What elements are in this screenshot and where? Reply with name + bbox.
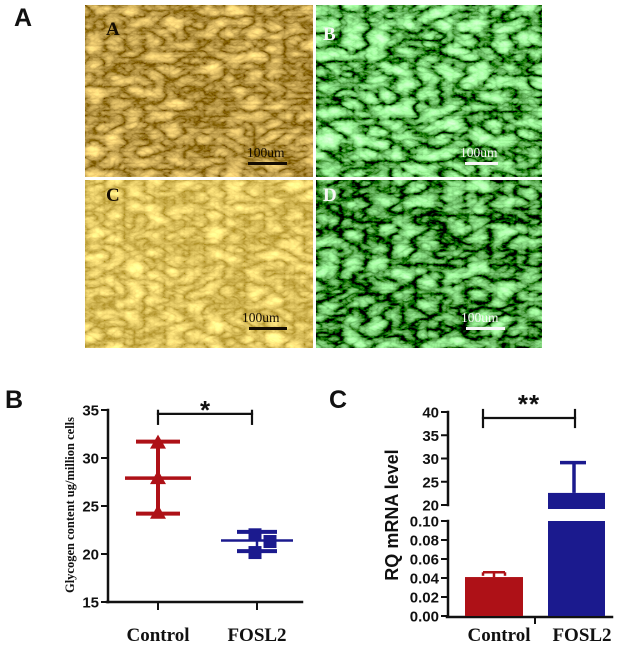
y-tick-label: 30 xyxy=(422,451,439,468)
rq-mrna-bar-chart: 20 25 30 35 40 0.00 0.02 0.04 0.06 0.08 0.10 RQ mRN… xyxy=(382,389,614,646)
micrograph-c-scale-label: 100um xyxy=(242,310,280,325)
y-axis-title: Glycogen content ug/million cells xyxy=(63,417,77,593)
y-tick-label: 40 xyxy=(422,405,439,422)
micrograph-c-scale-bar xyxy=(249,327,287,330)
panel-c-label: C xyxy=(329,386,348,414)
micrograph-d-letter: D xyxy=(323,185,337,206)
y-tick-label: 20 xyxy=(82,547,99,564)
micrograph-b-scale-bar xyxy=(465,162,498,165)
micrograph-d: D 100um xyxy=(316,180,542,348)
data-point-square xyxy=(248,546,262,560)
micrograph-b: B 100um xyxy=(316,5,542,177)
micrograph-a-scale-bar xyxy=(248,162,287,165)
micrograph-c-texture xyxy=(85,180,313,348)
panel-b-label: B xyxy=(5,386,24,414)
panel-a-label: A xyxy=(14,4,33,32)
data-point-square xyxy=(248,528,262,542)
significance-star: * xyxy=(200,395,211,425)
micrograph-d-texture xyxy=(316,180,542,348)
x-category-label: FOSL2 xyxy=(227,625,286,646)
bar-fosl2-upper xyxy=(548,492,605,509)
y-tick-label: 30 xyxy=(82,451,99,468)
y-tick-label: 0.08 xyxy=(410,533,439,550)
data-point-triangle xyxy=(150,434,166,449)
bar-control xyxy=(465,577,523,616)
micrograph-a-scale-label: 100um xyxy=(247,145,285,160)
y-tick-label: 0.00 xyxy=(410,609,439,626)
micrograph-a-texture xyxy=(85,5,313,177)
bar-fosl2-lower xyxy=(548,521,605,616)
micrograph-a-letter: A xyxy=(106,19,120,40)
micrograph-c-letter: C xyxy=(106,185,120,206)
micrograph-a: A 100um xyxy=(85,5,313,177)
data-point-square xyxy=(263,535,277,549)
y-tick-label: 0.10 xyxy=(410,514,439,531)
glycogen-scatter-chart: 15 20 25 30 35 Control FOSL2 Glycogen content u… xyxy=(63,395,304,646)
data-point-triangle xyxy=(150,504,166,519)
y-tick-label: 25 xyxy=(422,474,439,491)
x-category-label: Control xyxy=(468,625,531,646)
y-tick-label: 0.02 xyxy=(410,590,439,607)
y-axis-title: RQ mRNA level xyxy=(382,449,402,580)
data-point-triangle xyxy=(150,470,166,485)
y-tick-label: 35 xyxy=(422,428,439,445)
x-category-label: Control xyxy=(127,625,190,646)
y-tick-label: 25 xyxy=(82,499,99,516)
y-tick-label: 0.04 xyxy=(410,571,440,588)
y-tick-label: 35 xyxy=(82,403,99,420)
y-tick-label: 0.06 xyxy=(410,552,439,569)
y-tick-label: 15 xyxy=(82,595,99,612)
micrograph-b-texture xyxy=(316,5,542,177)
micrograph-d-scale-bar xyxy=(466,327,505,330)
micrograph-d-scale-label: 100um xyxy=(461,310,499,325)
micrograph-b-letter: B xyxy=(323,24,336,45)
y-tick-label: 20 xyxy=(422,498,439,515)
x-category-label: FOSL2 xyxy=(552,625,611,646)
micrograph-b-scale-label: 100um xyxy=(460,145,498,160)
significance-star: ** xyxy=(518,389,540,419)
micrograph-c: C 100um xyxy=(85,180,313,348)
